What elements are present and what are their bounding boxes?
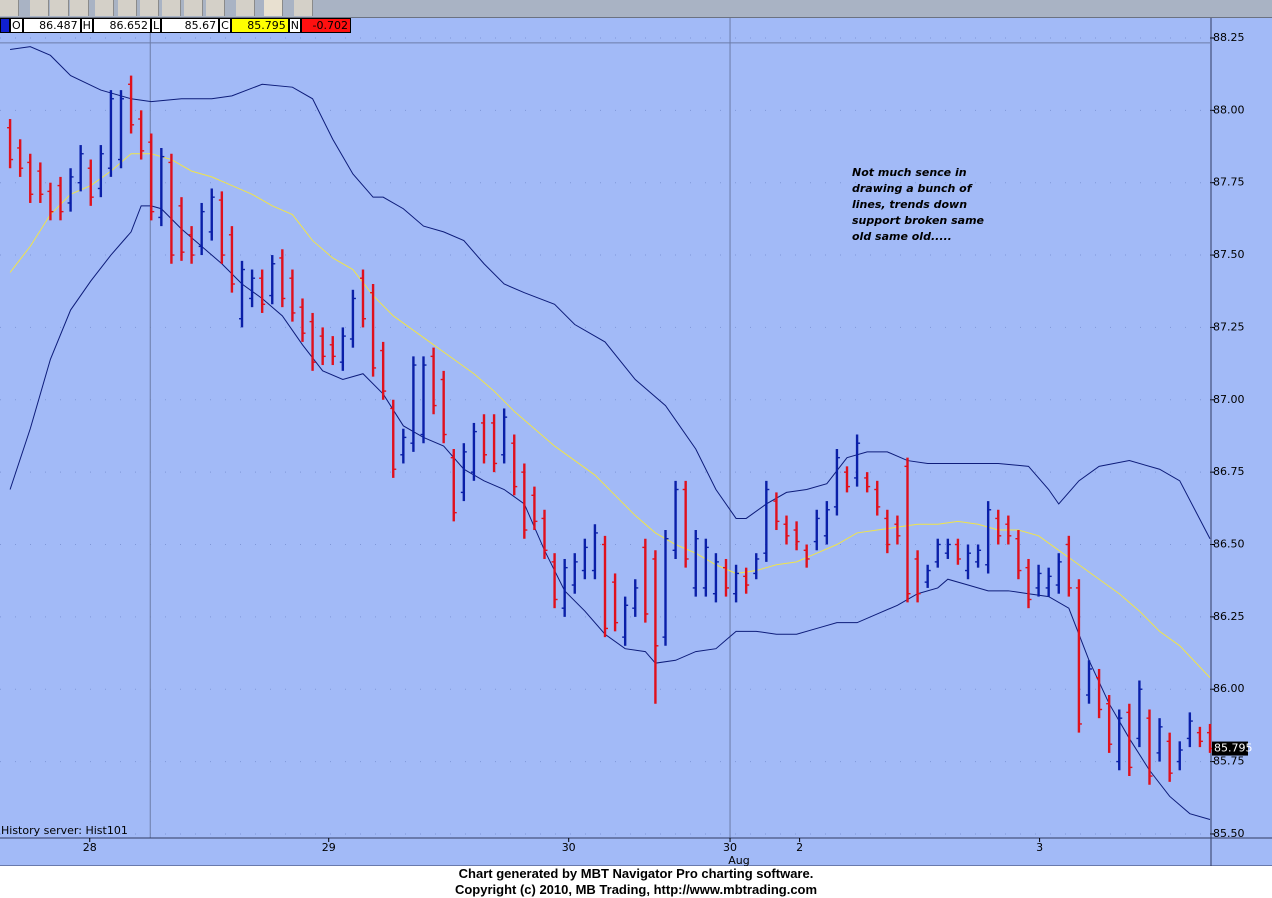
overlay-line xyxy=(9,153,1211,678)
annotation: Not much sence in xyxy=(852,166,967,179)
tool-alert[interactable] xyxy=(264,0,283,16)
y-tick-label: 87.25 xyxy=(1213,320,1245,333)
x-tick-label: 29 xyxy=(322,841,336,854)
toolbar xyxy=(0,0,1272,18)
tool-fan[interactable] xyxy=(118,0,137,16)
footer-line: Chart generated by MBT Navigator Pro cha… xyxy=(458,866,814,881)
last-price-box xyxy=(1212,741,1248,756)
annotation: support broken same xyxy=(852,214,985,227)
tool-cycle[interactable] xyxy=(184,0,203,16)
quote-key: C xyxy=(219,18,231,33)
quote-panel: O 86.487 H 86.652 L 85.67 C 85.795 N -0.702 xyxy=(0,18,352,33)
plot-background xyxy=(0,18,1272,866)
quote-key: H xyxy=(80,18,93,33)
y-tick-label: 88.25 xyxy=(1213,31,1245,44)
annotation: old same old..... xyxy=(852,230,952,243)
quote-value: 85.795 xyxy=(230,18,289,33)
x-tick-label: 30 xyxy=(562,841,576,854)
x-tick-label: 3 xyxy=(1036,841,1043,854)
chart: 85.50 85.75 86.00 86.25 86.50 86.75 87.00 87.25… xyxy=(0,18,1272,866)
tool-ray[interactable] xyxy=(50,0,69,16)
quote-value: 86.652 xyxy=(92,18,151,33)
quote-value: 85.67 xyxy=(161,18,220,33)
footer: Chart generated by MBT Navigator Pro cha… xyxy=(0,866,1272,898)
month-label: Aug xyxy=(728,854,749,866)
annotation: lines, trends down xyxy=(852,198,967,211)
bars xyxy=(7,75,1213,785)
y-tick-label: 87.75 xyxy=(1213,176,1245,189)
tool-fib[interactable] xyxy=(95,0,114,16)
server-label: History server: Hist101 xyxy=(1,824,128,837)
quote-key: N xyxy=(288,18,302,33)
tool-note[interactable] xyxy=(294,0,313,16)
color-swatch xyxy=(0,18,10,33)
quote-key: L xyxy=(150,18,162,33)
quote-value: -0.702 xyxy=(301,18,352,33)
y-tick-label: 86.50 xyxy=(1213,538,1245,551)
x-tick-label: 28 xyxy=(83,841,97,854)
last-price: 85.795 xyxy=(1214,742,1253,755)
tool-gann[interactable] xyxy=(162,0,181,16)
x-tick-label: 30 xyxy=(723,841,737,854)
annotation: drawing a bunch of xyxy=(852,182,973,195)
overlay-line xyxy=(10,46,1211,539)
footer-line: Copyright (c) 2010, MB Trading, http://w… xyxy=(454,882,818,897)
tool-pointer[interactable] xyxy=(0,0,19,16)
y-tick-label: 86.25 xyxy=(1213,610,1245,623)
x-tick-label: 2 xyxy=(796,841,803,854)
y-tick-label: 88.00 xyxy=(1213,103,1245,116)
y-tick-label: 85.75 xyxy=(1213,755,1245,768)
tool-text[interactable] xyxy=(236,0,255,16)
y-tick-label: 87.00 xyxy=(1213,393,1245,406)
tool-trend[interactable] xyxy=(70,0,89,16)
tool-wave[interactable] xyxy=(206,0,225,16)
y-tick-label: 85.50 xyxy=(1213,827,1245,840)
quote-key: O xyxy=(10,18,23,33)
y-tick-label: 86.75 xyxy=(1213,465,1245,478)
y-tick-label: 86.00 xyxy=(1213,682,1245,695)
tool-channel[interactable] xyxy=(140,0,159,16)
quote-value: 86.487 xyxy=(22,18,81,33)
y-tick-label: 87.50 xyxy=(1213,248,1245,261)
tool-line[interactable] xyxy=(30,0,49,16)
